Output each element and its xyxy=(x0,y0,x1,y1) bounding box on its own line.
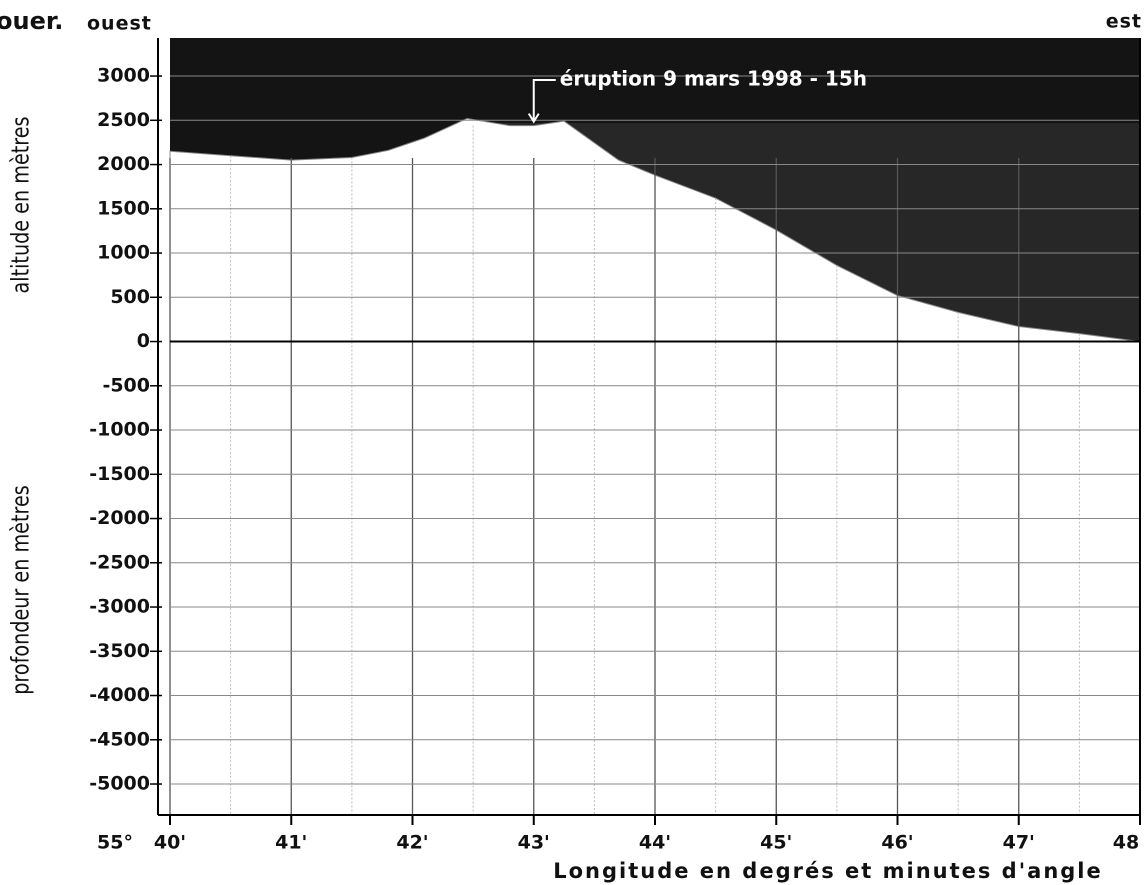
annotation-arrow xyxy=(527,79,556,124)
x-tick-label: 47' xyxy=(1003,832,1035,854)
y-tick-label: -4000 xyxy=(89,684,150,706)
y-tick-label: 500 xyxy=(110,286,150,308)
west-label: ouest xyxy=(87,13,152,35)
x-tick-label: 48 xyxy=(1113,832,1139,854)
y-tick-label: 2000 xyxy=(97,153,150,175)
x-tick-label: 42' xyxy=(396,832,428,854)
y-tick-label: 2500 xyxy=(97,109,150,131)
x-tick-label: 43' xyxy=(518,832,550,854)
y-tick-label: 1000 xyxy=(97,242,150,264)
y-tick-label: -1000 xyxy=(89,419,150,441)
x-tick-label: 40' xyxy=(154,832,186,854)
y-tick-label: 3000 xyxy=(97,65,150,87)
y-tick-label: -2000 xyxy=(89,507,150,529)
east-label: est xyxy=(1106,11,1142,33)
y-tick-label: 0 xyxy=(137,330,150,352)
annotation-text: éruption 9 mars 1998 - 15h xyxy=(560,67,867,91)
x-tick-label: 45' xyxy=(760,832,792,854)
x-tick-label: 44' xyxy=(639,832,671,854)
x-tick-label: 46' xyxy=(881,832,913,854)
y-tick-label: -2500 xyxy=(89,551,150,573)
y-tick-label: -3000 xyxy=(89,596,150,618)
y-tick-label: -1500 xyxy=(89,463,150,485)
x-tick-label: 41' xyxy=(275,832,307,854)
y-tick-label: 1500 xyxy=(97,197,150,219)
y-axis-title-bottom: profondeur en mètres xyxy=(8,485,36,695)
y-tick-label: -5000 xyxy=(89,773,150,795)
y-tick-label: -4500 xyxy=(89,728,150,750)
chart-title: ouer. xyxy=(0,7,63,35)
x-axis-title: Longitude en degrés et minutes d'angle xyxy=(553,859,1103,883)
y-tick-label: -500 xyxy=(102,374,150,396)
degree-label: 55° xyxy=(97,832,133,854)
y-axis-title-top: altitude en mètres xyxy=(8,116,36,293)
y-tick-label: -3500 xyxy=(89,640,150,662)
